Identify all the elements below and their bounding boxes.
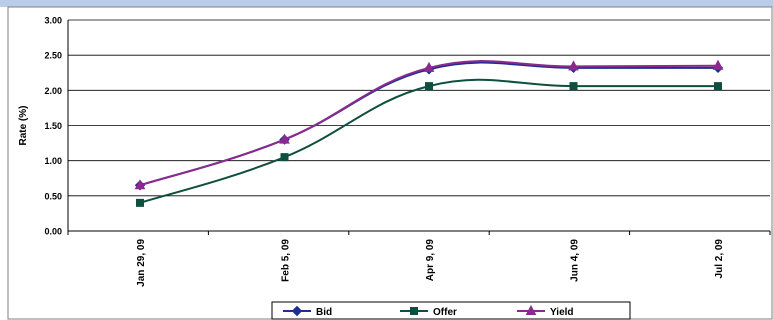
series-line-bid (139, 61, 719, 187)
series-line-offer (139, 78, 718, 204)
series-offer (136, 78, 722, 207)
chart-frame (7, 6, 773, 320)
data-point-offer (425, 82, 433, 91)
series-line-yield (139, 60, 719, 187)
x-tick-label: Jan 29, 09 (136, 239, 147, 287)
y-tick-label: 2.50 (44, 51, 62, 61)
header-bar (0, 0, 773, 7)
data-point-yield (568, 60, 579, 71)
y-tick-label: 0.00 (44, 227, 62, 237)
y-axis-label: Rate (%) (18, 105, 29, 145)
data-point-yield (134, 179, 146, 190)
x-tick-label: Jun 4, 09 (570, 239, 581, 282)
x-tick-label: Jul 2, 09 (714, 239, 725, 279)
legend-entry-yield: Yield (517, 304, 574, 318)
legend-box (271, 301, 631, 320)
series-layer (134, 59, 724, 207)
legend-label: Offer (433, 307, 457, 318)
x-tick-label: Apr 9, 09 (425, 239, 436, 282)
legend-marker-bid (291, 305, 303, 317)
data-point-yield (712, 59, 724, 70)
data-point-offer (714, 82, 722, 91)
legend-label: Yield (550, 307, 574, 318)
gridlines (68, 19, 770, 232)
y-tick-label: 1.50 (44, 121, 62, 131)
y-tick-label: 0.50 (44, 191, 62, 201)
legend-entry-offer: Offer (400, 307, 457, 318)
data-point-offer (569, 82, 578, 91)
x-tick-label: Feb 5, 09 (281, 239, 292, 282)
y-tick-label: 1.00 (44, 156, 62, 166)
legend-marker-offer (410, 307, 418, 315)
data-point-yield (279, 133, 290, 144)
x-tick-labels: Jan 29, 09 Feb 5, 09 Apr 9, 09 Jun 4, 09 Jul… (136, 239, 725, 287)
axes (67, 20, 771, 235)
legend-label: Bid (316, 307, 332, 318)
y-tick-label: 2.00 (44, 86, 62, 96)
legend-entry-bid: Bid (283, 305, 332, 318)
data-point-offer (136, 198, 144, 207)
data-point-yield (423, 61, 435, 72)
y-tick-labels: 0.00 0.50 1.00 1.50 2.00 2.50 3.00 (44, 16, 62, 237)
y-tick-label: 3.00 (44, 16, 62, 26)
series-yield (134, 59, 724, 190)
data-point-offer (280, 153, 289, 162)
series-bid (134, 61, 724, 191)
legend-marker-yield (525, 304, 537, 315)
legend: Bid Offer Yield (271, 301, 631, 320)
